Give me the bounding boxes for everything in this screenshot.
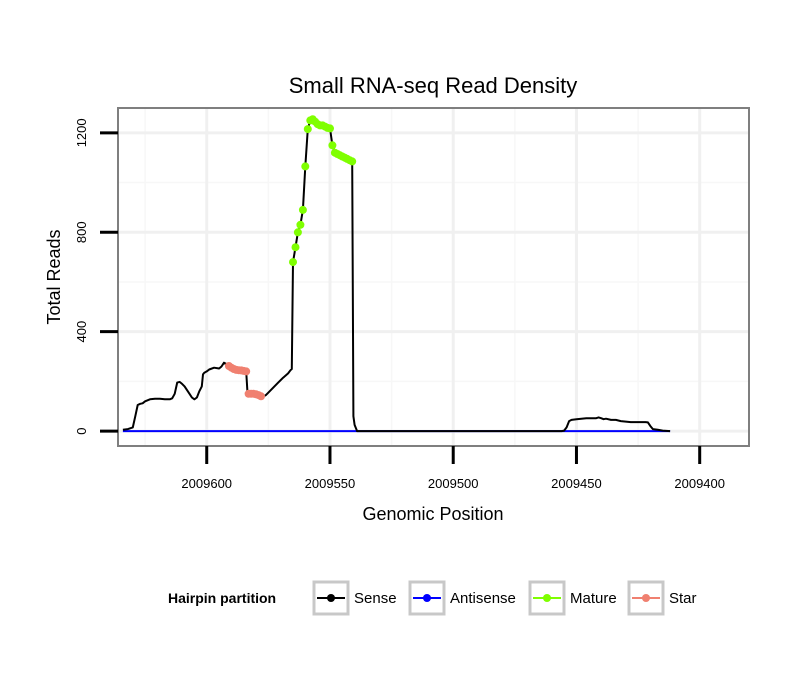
star-point	[257, 392, 265, 401]
mature-point	[328, 141, 337, 150]
y-tick-label: 800	[74, 221, 89, 243]
x-axis: 2009600 2009550 2009500 2009450 2009400	[181, 446, 725, 491]
chart-title: Small RNA-seq Read Density	[289, 73, 578, 98]
legend-key-point-star	[642, 594, 650, 602]
legend-label-antisense: Antisense	[450, 590, 516, 607]
y-axis: 0 400 800 1200	[74, 118, 118, 435]
x-tick-label: 2009550	[305, 476, 356, 491]
x-tick-label: 2009500	[428, 476, 479, 491]
star-point	[242, 367, 251, 376]
x-tick-label: 2009450	[551, 476, 602, 491]
legend-key-point-sense	[327, 594, 335, 602]
y-tick-label: 400	[74, 321, 89, 343]
mature-point	[326, 124, 334, 133]
mature-point	[296, 220, 305, 229]
x-axis-title: Genomic Position	[362, 504, 503, 524]
x-tick-label: 2009600	[181, 476, 232, 491]
mature-point	[293, 228, 302, 237]
plot-panel	[117, 107, 750, 447]
y-tick-label: 0	[74, 427, 89, 434]
mature-point	[298, 205, 307, 214]
y-tick-label: 1200	[74, 118, 89, 147]
mature-point	[291, 243, 300, 252]
legend-label-mature: Mature	[570, 590, 617, 607]
grid-minor	[119, 109, 748, 445]
mature-point	[303, 125, 312, 134]
legend-label-star: Star	[669, 590, 697, 607]
series-points	[224, 115, 357, 401]
legend-key-point-antisense	[423, 594, 431, 602]
mature-point	[289, 258, 297, 267]
legend: Hairpin partition Sense Antisense Mature St…	[168, 580, 697, 616]
mature-point	[348, 157, 357, 166]
mature-point	[301, 162, 310, 171]
legend-key-point-mature	[543, 594, 551, 602]
legend-title: Hairpin partition	[168, 590, 276, 606]
y-axis-title: Total Reads	[44, 229, 64, 324]
legend-label-sense: Sense	[354, 590, 397, 607]
x-tick-label: 2009400	[674, 476, 725, 491]
